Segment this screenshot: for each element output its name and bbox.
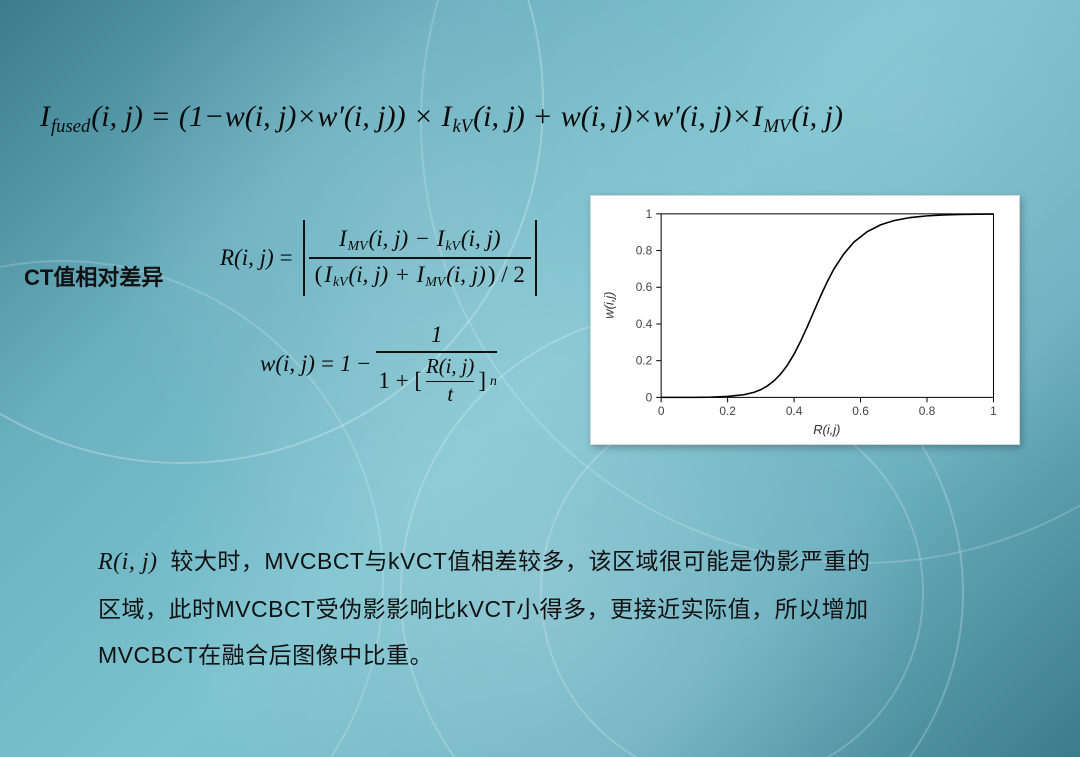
inline-math-R: R(i, j) xyxy=(98,549,157,575)
svg-text:0.6: 0.6 xyxy=(636,280,653,294)
y-axis-label: w(i,j) xyxy=(602,292,617,319)
svg-text:0.6: 0.6 xyxy=(852,404,869,418)
para-line2: 区域，此时MVCBCT受伪影影响比kVCT小得多，更接近实际值，所以增加 xyxy=(98,596,869,622)
svg-text:0.4: 0.4 xyxy=(786,404,803,418)
svg-text:0.4: 0.4 xyxy=(636,317,653,331)
y-ticks: 0 0.2 0.4 0.6 0.8 1 xyxy=(636,207,661,405)
equation-R: R(i, j) = IMV(i, j) − IkV(i, j) (IkV(i, … xyxy=(220,220,541,407)
svg-text:0.8: 0.8 xyxy=(919,404,936,418)
svg-text:0.2: 0.2 xyxy=(719,404,736,418)
svg-text:0.8: 0.8 xyxy=(636,244,653,258)
svg-text:1: 1 xyxy=(990,404,997,418)
explanation-paragraph: R(i, j) 较大时，MVCBCT与kVCT值相差较多，该区域很可能是伪影严重… xyxy=(98,538,1020,678)
svg-text:0.2: 0.2 xyxy=(636,354,653,368)
svg-text:0: 0 xyxy=(658,404,665,418)
para-line3: MVCBCT在融合后图像中比重。 xyxy=(98,642,433,668)
x-ticks: 0 0.2 0.4 0.6 0.8 1 xyxy=(658,397,997,418)
slide: Ifused(i, j) = (1−w(i, j)×w′(i, j)) × Ik… xyxy=(0,0,1080,757)
equation-w: w(i, j) = 1 − 1 1 + [ R(i, j) t ]n xyxy=(260,322,541,407)
sigmoid-chart: 0 0.2 0.4 0.6 0.8 1 0 0.2 0.4 0.6 0.8 1 R(i,j) w(i… xyxy=(590,195,1020,445)
chart-svg: 0 0.2 0.4 0.6 0.8 1 0 0.2 0.4 0.6 0.8 1 R(i,j) w(i… xyxy=(591,196,1019,444)
plot-area: 0 0.2 0.4 0.6 0.8 1 0 0.2 0.4 0.6 0.8 1 R(i,j) w(i… xyxy=(602,207,998,437)
main-equation: Ifused(i, j) = (1−w(i, j)×w′(i, j)) × Ik… xyxy=(40,100,1040,138)
para-line1: 较大时，MVCBCT与kVCT值相差较多，该区域很可能是伪影严重的 xyxy=(163,548,870,574)
ct-relative-diff-label: CT值相对差异 xyxy=(24,260,163,292)
svg-text:0: 0 xyxy=(646,390,653,404)
x-axis-label: R(i,j) xyxy=(813,422,840,437)
sigmoid-curve xyxy=(661,214,993,397)
svg-text:1: 1 xyxy=(646,207,653,221)
